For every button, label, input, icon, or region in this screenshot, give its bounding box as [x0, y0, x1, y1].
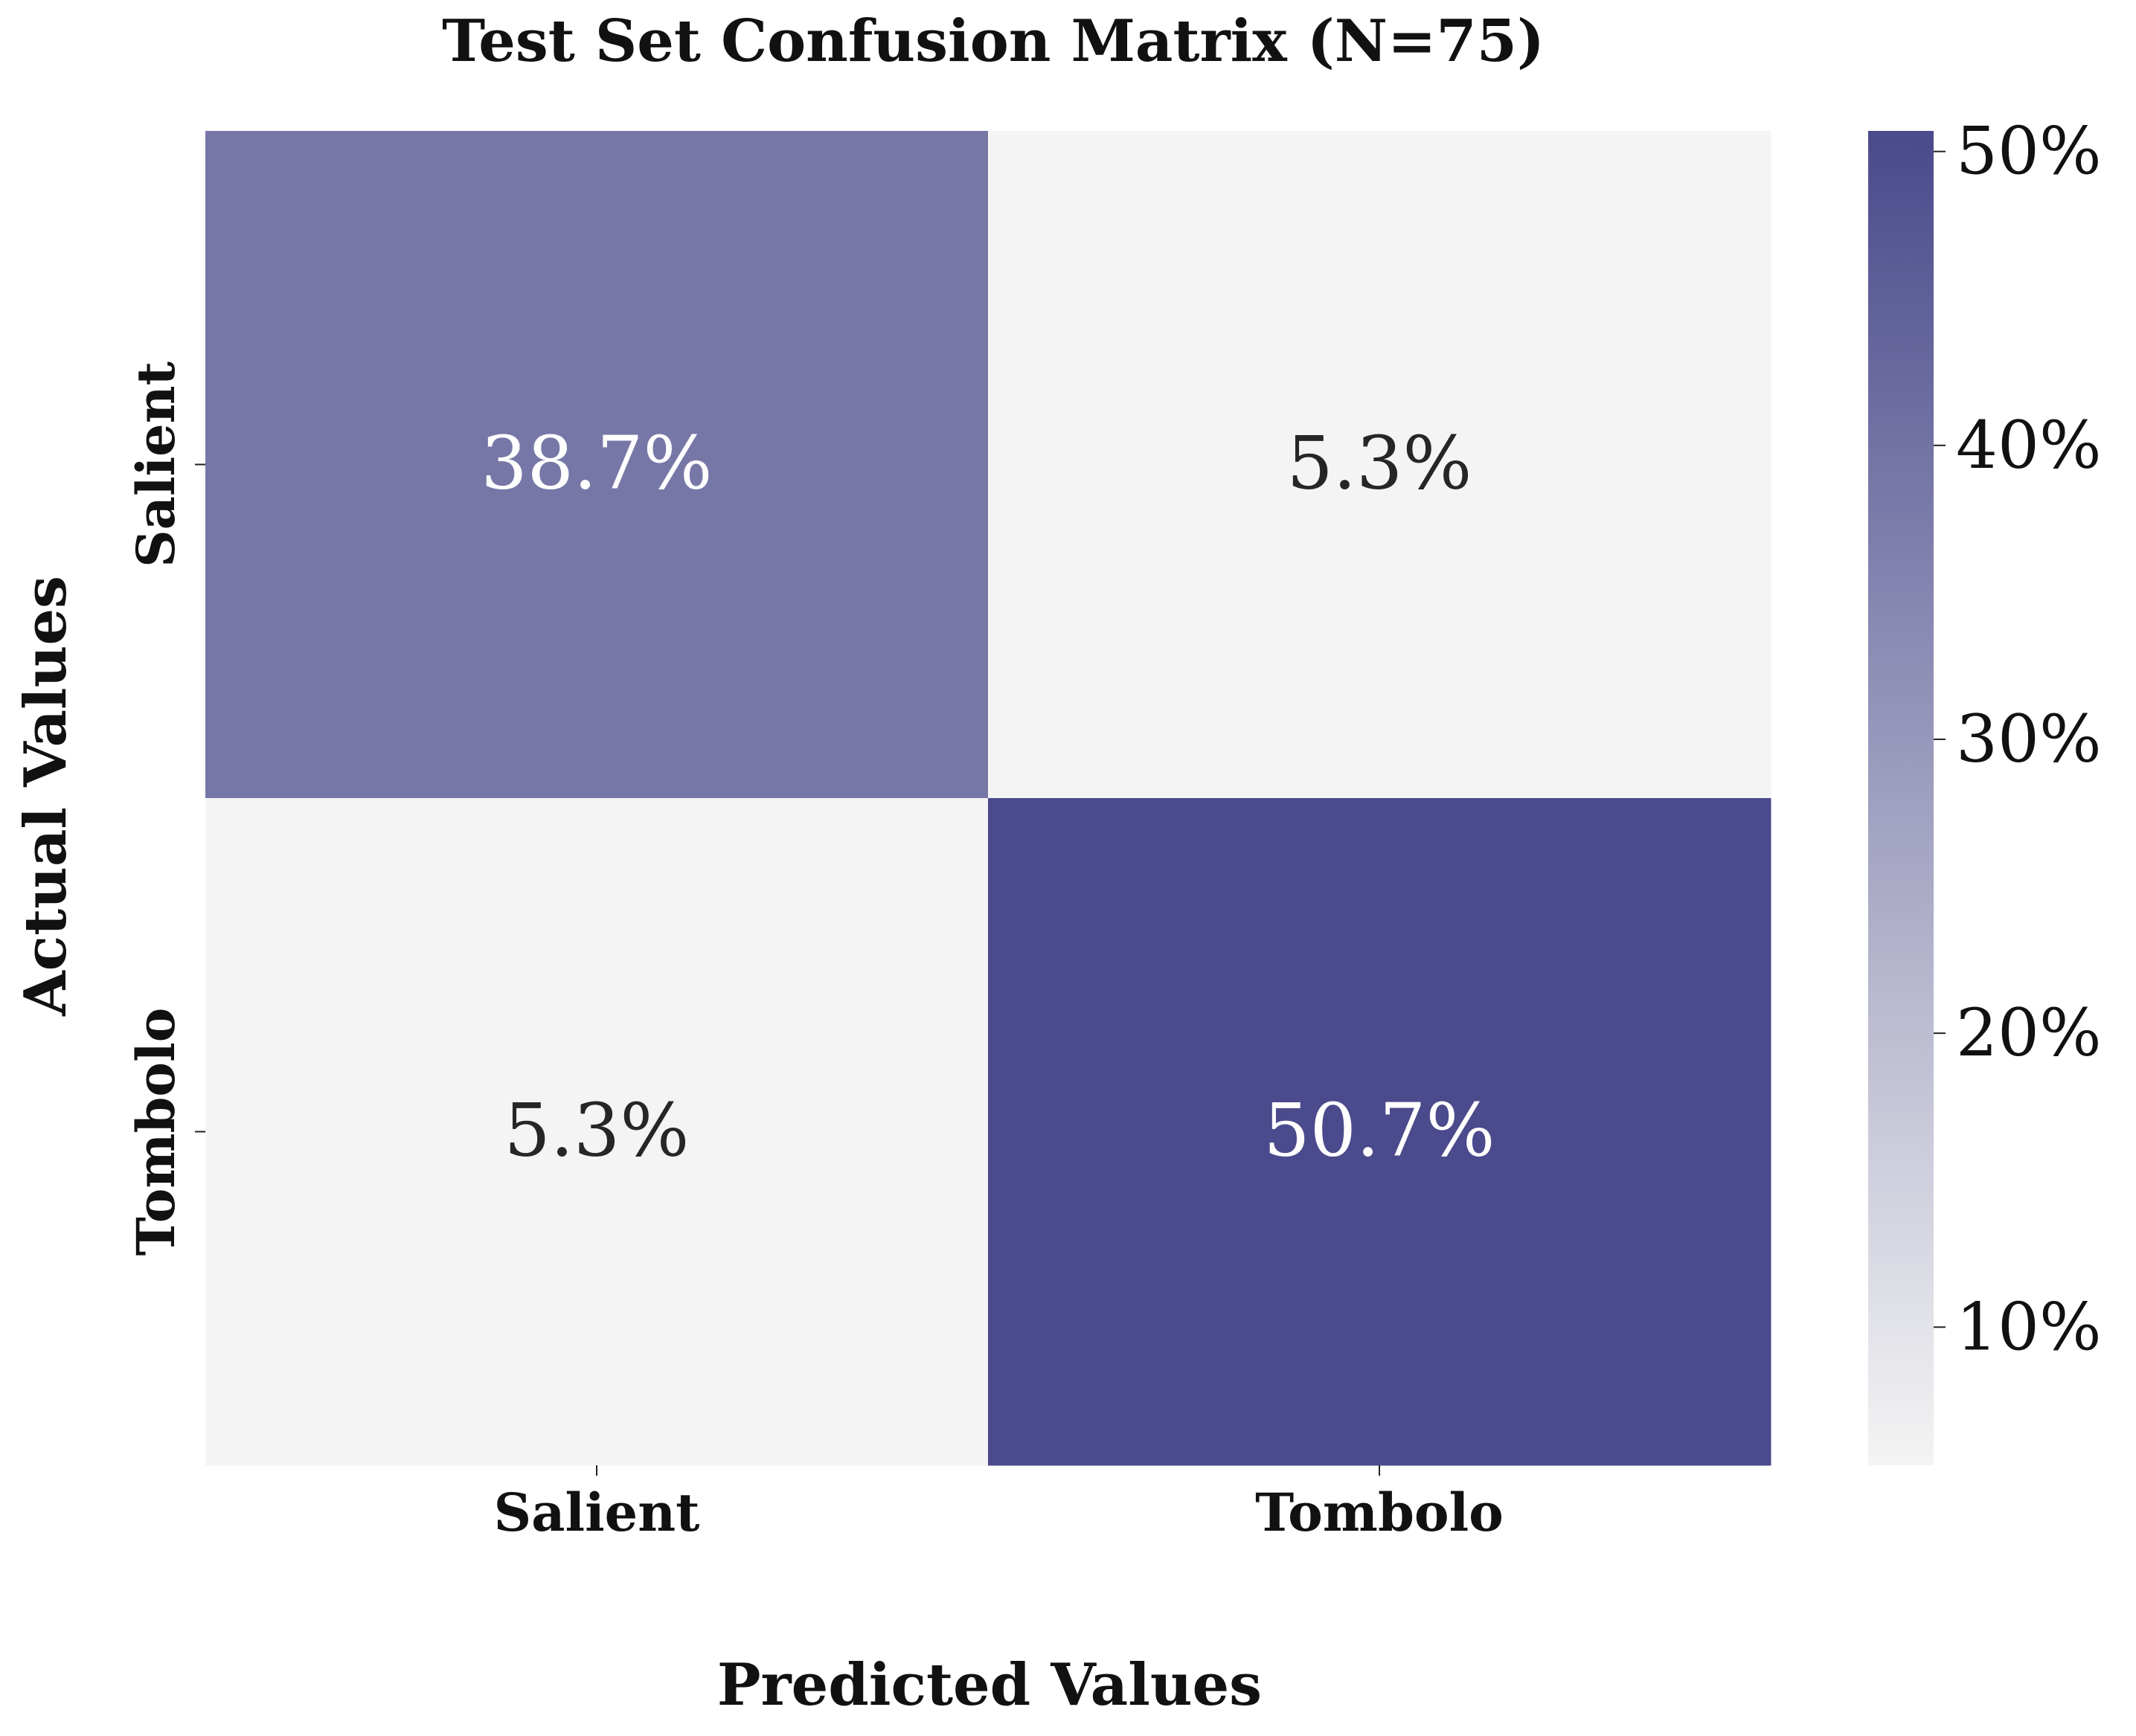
- cell-value-label: 50.7%: [1263, 1089, 1495, 1174]
- chart-title: Test Set Confusion Matrix (N=75): [442, 7, 1545, 75]
- heatmap-cell: [205, 798, 989, 1466]
- colorbar-gradient: [1868, 131, 1934, 1465]
- y-axis: Salient Tombolo: [125, 361, 205, 1256]
- colorbar-tick-label: 50%: [1956, 113, 2102, 190]
- colorbar-tick-label: 40%: [1956, 407, 2102, 483]
- x-axis: Salient Tombolo: [494, 1465, 1504, 1543]
- heatmap-cells: [205, 131, 1771, 1466]
- colorbar-tick-label: 20%: [1956, 994, 2102, 1071]
- x-axis-label: Predicted Values: [717, 1651, 1262, 1719]
- cell-value-label: 5.3%: [1287, 422, 1472, 507]
- cell-value-label: 38.7%: [481, 422, 712, 507]
- y-axis-label: Actual Values: [12, 576, 80, 1017]
- heatmap-cell: [988, 798, 1771, 1466]
- cell-value-label: 5.3%: [504, 1089, 690, 1174]
- x-tick-label: Tombolo: [1255, 1482, 1504, 1543]
- heatmap-cell: [205, 131, 989, 799]
- heatmap-cell: [988, 131, 1771, 799]
- y-tick-label: Salient: [125, 361, 187, 568]
- colorbar-tick-label: 30%: [1956, 701, 2102, 777]
- colorbar-tick-label: 10%: [1956, 1288, 2102, 1365]
- heatmap-cell-labels: 38.7% 5.3% 5.3% 50.7%: [481, 422, 1495, 1174]
- y-tick-label: Tombolo: [125, 1008, 187, 1256]
- colorbar: 10% 20% 30% 40% 50%: [1868, 113, 2102, 1465]
- x-tick-label: Salient: [494, 1482, 700, 1543]
